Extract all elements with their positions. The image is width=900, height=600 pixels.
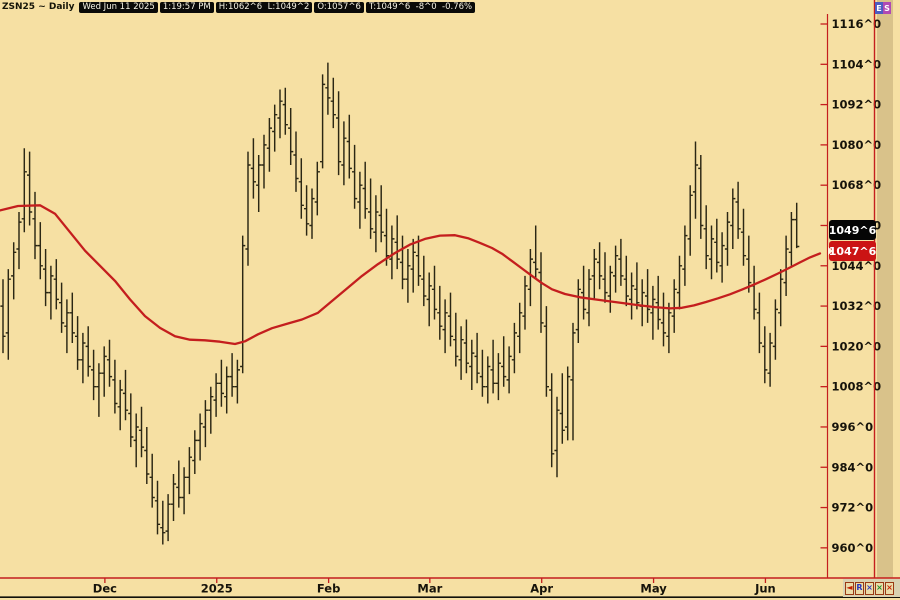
quote-header: ZSN25 ~ Daily Wed Jun 11 2025 1:19:57 PM… [2,1,476,13]
price-pointer-icon [828,247,833,255]
y-axis-label: 1080^0 [832,138,882,152]
y-axis-label: 960^0 [832,541,874,555]
y-axis-label: 1116^0 [832,17,882,31]
restore-view-button[interactable]: R [855,581,864,595]
close-x-green-button[interactable]: × [875,581,884,595]
y-axis-label: 984^0 [832,460,874,474]
month-label: Dec [93,582,117,596]
month-label: Jun [754,582,776,596]
month-label: May [640,582,667,596]
quote-date: Wed Jun 11 2025 [79,1,158,13]
chart-mini-toolbar: ◄ R × × × [843,579,900,597]
moving-average-marker: 1047^6 [828,241,877,261]
month-label: Mar [417,582,442,596]
moving-average-line [0,204,822,346]
y-axis-label: 996^0 [832,420,874,434]
y-axis-label: 1044^0 [832,259,882,273]
last-price-marker: 1049^6 [829,220,876,240]
month-label: Apr [530,582,553,596]
vertical-scrollbar[interactable] [877,0,893,578]
month-label: Feb [317,582,340,596]
last-price-value: 1049^6 [828,223,877,237]
close-x-red-button[interactable]: × [885,581,894,595]
quote-open: O:1057^6 [314,1,364,13]
symbol-title: ZSN25 ~ Daily [2,2,75,12]
y-axis-label: 1008^0 [832,380,882,394]
y-axis-label: 1092^0 [832,98,882,112]
expand-badge-button[interactable]: E [875,2,883,14]
close-x-blue-button[interactable]: × [865,581,874,595]
y-axis-label: 1032^0 [832,299,882,313]
y-axis-label: 1068^0 [832,178,882,192]
quote-time: 1:19:57 PM [159,1,214,13]
quote-last-change: T:1049^6 -8^0 -0.76% [365,1,476,13]
quote-high-low: H:1062^6 L:1049^2 [215,1,313,13]
y-axis-label: 1020^0 [832,339,882,353]
month-label: 2025 [201,582,233,596]
moving-average-value: 1047^6 [828,244,877,258]
y-axis-label: 1104^0 [832,57,882,71]
scroll-left-button[interactable]: ◄ [845,581,854,595]
y-axis-label: 972^0 [832,501,874,515]
settings-badge-button[interactable]: S [883,2,891,14]
ohlc-bars [0,62,800,545]
